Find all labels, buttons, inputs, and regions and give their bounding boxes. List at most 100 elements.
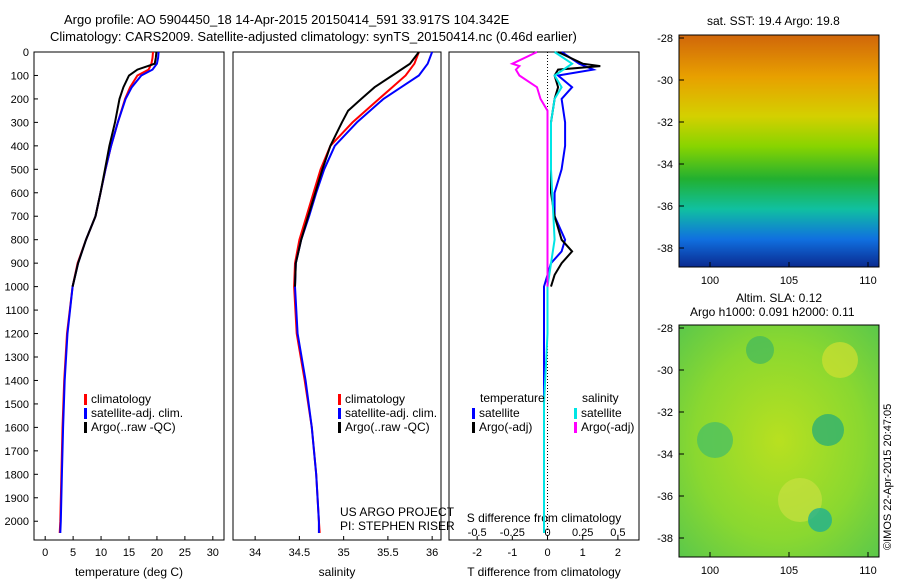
difference-s-tick-label: -0.5 <box>468 527 487 539</box>
difference-x-tick-label: 2 <box>615 547 621 559</box>
temperature-legend-swatch <box>84 408 87 419</box>
salinity-x-tick-label: 34.5 <box>289 547 310 559</box>
credit-pi: PI: STEPHEN RISER <box>340 519 455 533</box>
map-y-tick-label: -36 <box>657 201 673 213</box>
legend-group-salinity: salinity <box>582 391 619 405</box>
temperature-series-climatology <box>58 51 154 534</box>
map-x-tick-label: 110 <box>859 565 877 577</box>
sla-map-title-2: Argo h1000: 0.091 h2000: 0.11 <box>690 305 855 319</box>
watermark: ©IMOS 22-Apr-2015 20:47:05 <box>882 404 894 550</box>
header-line-2: Climatology: CARS2009. Satellite-adjuste… <box>50 29 577 44</box>
difference-legend-s-swatch <box>574 422 577 433</box>
difference-x-axis-label: T difference from climatology <box>467 565 621 579</box>
temperature-legend-label: climatology <box>91 392 151 406</box>
depth-tick-label: 100 <box>11 70 29 82</box>
difference-s-tick-label: 0.25 <box>572 527 593 539</box>
map-y-tick-label: -28 <box>657 33 673 45</box>
map-y-tick-label: -32 <box>657 117 673 129</box>
sla-map <box>678 324 880 558</box>
temperature-x-tick-label: 0 <box>42 547 48 559</box>
salinity-legend-swatch <box>338 422 341 433</box>
temperature-legend-swatch <box>84 422 87 433</box>
map-x-tick-label: 105 <box>780 275 798 287</box>
salinity-x-axis-label: salinity <box>319 565 356 579</box>
map-x-tick-label: 110 <box>859 275 877 287</box>
difference-x-tick-label: -2 <box>472 547 482 559</box>
temperature-x-tick-label: 20 <box>151 547 163 559</box>
difference-legend-s-label: Argo(-adj) <box>581 420 634 434</box>
temperature-x-tick-label: 10 <box>95 547 107 559</box>
temperature-x-tick-label: 15 <box>123 547 135 559</box>
salinity-x-tick-label: 34 <box>249 547 261 559</box>
depth-tick-label: 200 <box>11 94 29 106</box>
sla-map-title-1: Altim. SLA: 0.12 <box>736 291 822 305</box>
difference-legend-s-swatch <box>574 408 577 419</box>
depth-tick-label: 600 <box>11 188 29 200</box>
depth-tick-label: 800 <box>11 235 29 247</box>
difference-legend-s-label: satellite <box>581 406 622 420</box>
map-x-tick-label: 100 <box>701 275 719 287</box>
map-y-tick-label: -28 <box>657 323 673 335</box>
depth-tick-label: 1500 <box>5 399 29 411</box>
header-line-1: Argo profile: AO 5904450_18 14-Apr-2015 … <box>64 12 510 27</box>
temperature-x-tick-label: 5 <box>70 547 76 559</box>
difference-legend-t-label: Argo(-adj) <box>479 420 532 434</box>
credit-project: US ARGO PROJECT <box>340 505 455 519</box>
salinity-series-argo-raw-qc- <box>294 51 420 287</box>
depth-tick-label: 1800 <box>5 469 29 481</box>
salinity-legend-label: climatology <box>345 392 405 406</box>
salinity-legend-label: Argo(..raw -QC) <box>345 420 430 434</box>
temperature-x-tick-label: 25 <box>179 547 191 559</box>
salinity-x-tick-label: 36 <box>426 547 438 559</box>
depth-tick-label: 1600 <box>5 422 29 434</box>
depth-tick-label: 400 <box>11 141 29 153</box>
difference-series-satellite <box>543 51 574 533</box>
map-y-tick-label: -30 <box>657 365 673 377</box>
depth-tick-label: 1900 <box>5 493 29 505</box>
temperature-legend-label: Argo(..raw -QC) <box>91 420 176 434</box>
salinity-legend-label: satellite-adj. clim. <box>345 406 437 420</box>
salinity-series-satellite-adj-clim- <box>293 51 434 533</box>
sst-map-title: sat. SST: 19.4 Argo: 19.8 <box>707 14 840 28</box>
difference-series-argo-adj- <box>509 51 549 287</box>
map-y-tick-label: -32 <box>657 407 673 419</box>
salinity-legend-swatch <box>338 394 341 405</box>
depth-tick-label: 1400 <box>5 375 29 387</box>
difference-s-tick-label: -0.25 <box>500 527 525 539</box>
difference-s-tick-label: 0.5 <box>610 527 625 539</box>
salinity-legend-swatch <box>338 408 341 419</box>
temperature-series-satellite-adj-clim- <box>59 51 160 534</box>
depth-tick-label: 1100 <box>5 305 29 317</box>
salinity-panel-frame <box>232 51 442 541</box>
depth-tick-label: 1000 <box>5 282 29 294</box>
temperature-series-argo-raw-qc- <box>71 51 158 287</box>
difference-x-tick-label: 1 <box>580 547 586 559</box>
difference-legend-t-label: satellite <box>479 406 520 420</box>
depth-tick-label: 900 <box>11 258 29 270</box>
depth-tick-label: 0 <box>23 47 29 59</box>
difference-x-tick-label: -1 <box>507 547 517 559</box>
difference-x-tick-label: 0 <box>544 547 550 559</box>
legend-group-temperature: temperature <box>480 391 545 405</box>
temperature-x-tick-label: 30 <box>207 547 219 559</box>
map-y-tick-label: -38 <box>657 243 673 255</box>
depth-tick-label: 2000 <box>5 516 29 528</box>
map-y-tick-label: -36 <box>657 491 673 503</box>
difference-legend-t-swatch <box>472 422 475 433</box>
map-y-tick-label: -30 <box>657 75 673 87</box>
temperature-legend-label: satellite-adj. clim. <box>91 406 183 420</box>
map-y-tick-label: -38 <box>657 533 673 545</box>
map-x-tick-label: 105 <box>780 565 798 577</box>
difference-legend-t-swatch <box>472 408 475 419</box>
difference-series-argo-adj- <box>550 51 601 287</box>
depth-axis: 0 100 200 300 400 500 600 700 800 900 1000 1100 1200… <box>5 47 38 528</box>
map-x-tick-label: 100 <box>701 565 719 577</box>
difference-panel-frame <box>448 51 640 541</box>
salinity-x-tick-label: 35.5 <box>377 547 398 559</box>
map-y-tick-label: -34 <box>657 159 673 171</box>
depth-tick-label: 300 <box>11 117 29 129</box>
depth-tick-label: 1300 <box>5 352 29 364</box>
temperature-legend-swatch <box>84 394 87 405</box>
depth-tick-label: 1200 <box>5 329 29 341</box>
